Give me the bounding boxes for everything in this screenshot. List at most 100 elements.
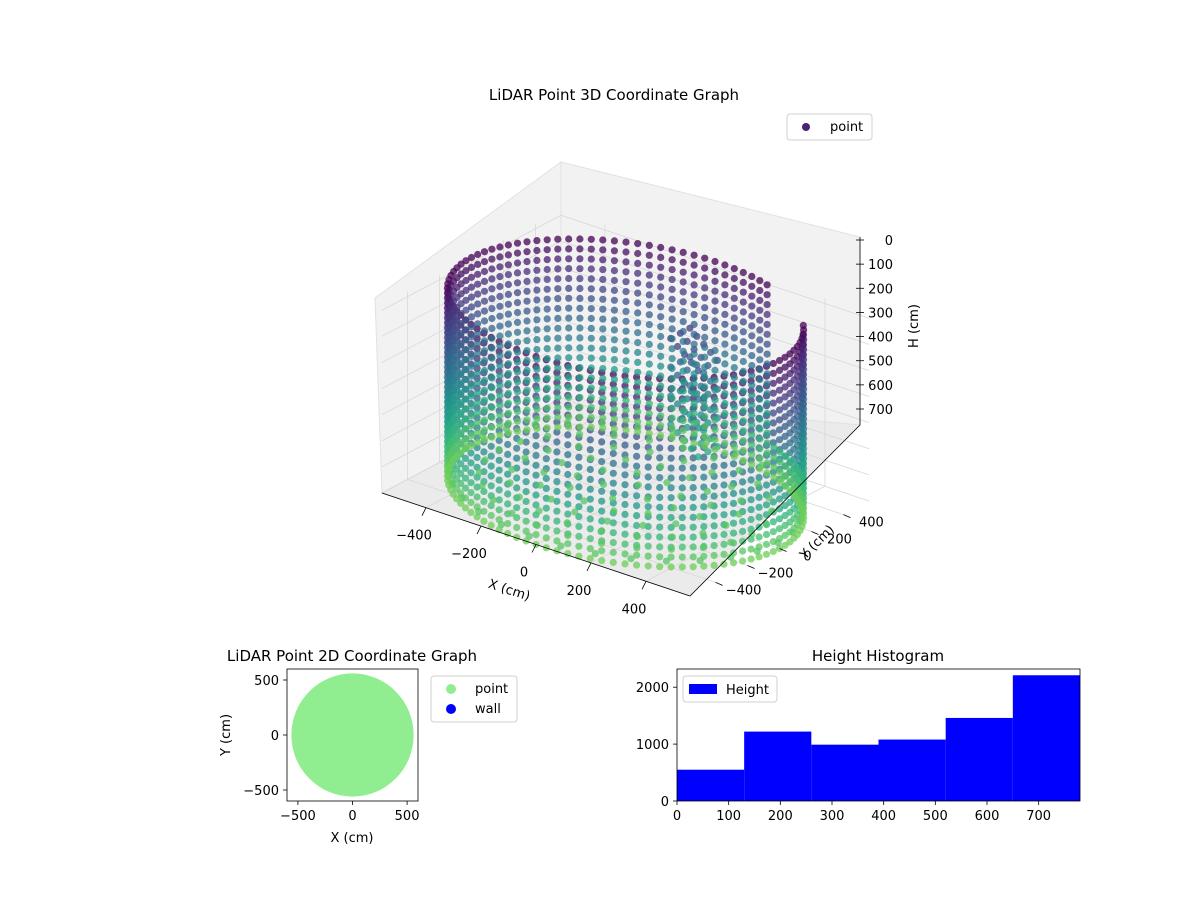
point-3d <box>495 456 503 464</box>
point-3d <box>513 474 521 482</box>
point-3d <box>678 533 686 542</box>
point-3d <box>480 366 489 375</box>
point-3d <box>679 327 687 336</box>
point-3d <box>564 540 572 548</box>
point-3d <box>701 403 709 411</box>
point-3d <box>656 523 664 531</box>
legend-2d-point-label: point <box>475 682 508 697</box>
point-3d <box>564 470 572 479</box>
point-3d <box>633 561 641 569</box>
point-3d <box>565 383 573 391</box>
point-3d <box>610 507 618 515</box>
point-3d <box>634 319 642 327</box>
point-3d <box>480 507 488 515</box>
point-3d <box>553 527 561 535</box>
point-3d <box>679 407 687 415</box>
point-3d <box>633 521 641 530</box>
point-3d <box>558 459 566 467</box>
point-3d <box>532 471 540 479</box>
point-3d <box>467 293 476 301</box>
point-3d <box>461 484 470 492</box>
point-3d <box>730 403 738 411</box>
point-3d <box>735 466 743 474</box>
point-3d <box>769 419 777 427</box>
point-3d <box>633 469 641 477</box>
point-3d <box>721 271 729 279</box>
point-3d <box>679 288 687 296</box>
point-3d <box>657 352 665 360</box>
point-3d <box>576 393 584 401</box>
point-3d <box>597 528 605 536</box>
point-3d <box>710 482 718 490</box>
point-3d <box>599 394 607 402</box>
point-3d <box>775 426 784 434</box>
point-3d <box>700 523 708 531</box>
point-3d <box>513 368 522 376</box>
point-3d <box>462 276 470 285</box>
point-3d <box>542 455 550 463</box>
point-3d <box>739 357 747 366</box>
point-3d <box>543 414 551 422</box>
point-3d <box>508 465 516 473</box>
point-3d <box>480 267 489 276</box>
point-3d <box>533 336 541 344</box>
point-3d <box>730 423 738 431</box>
point-3d <box>474 409 482 417</box>
point-3d <box>564 431 572 439</box>
y-tick-label-3d: −200 <box>758 566 794 581</box>
point-3d <box>467 498 475 507</box>
point-3d <box>504 310 512 318</box>
point-3d <box>762 530 771 539</box>
point-3d <box>523 376 531 384</box>
point-3d <box>710 492 718 500</box>
x-tick-3d <box>641 581 647 590</box>
point-3d <box>721 360 729 368</box>
point-3d <box>756 356 764 364</box>
point-3d <box>610 296 619 304</box>
point-3d <box>610 306 619 314</box>
point-3d <box>644 503 652 511</box>
legend-3d: point <box>786 113 873 141</box>
point-3d <box>622 377 630 385</box>
point-3d <box>480 248 489 256</box>
point-3d <box>565 354 573 362</box>
point-3d <box>586 475 594 483</box>
point-3d <box>467 263 476 271</box>
point-3d <box>622 278 630 286</box>
point-3d <box>700 463 708 471</box>
point-3d <box>756 375 764 384</box>
point-3d <box>678 474 686 482</box>
point-3d <box>564 490 572 498</box>
point-3d <box>480 258 489 266</box>
point-3d <box>668 246 676 254</box>
point-3d <box>462 356 470 364</box>
point-3d <box>622 396 630 404</box>
z-tick-label-3d: 100 <box>868 258 893 273</box>
point-3d <box>622 297 630 306</box>
point-3d <box>554 304 562 313</box>
histogram-bar <box>677 769 745 801</box>
point-3d <box>739 478 747 486</box>
point-3d <box>621 441 629 449</box>
point-3d <box>762 501 771 509</box>
point-3d <box>462 267 470 275</box>
point-3d <box>467 352 476 360</box>
point-3d <box>674 400 682 408</box>
point-3d <box>587 334 595 342</box>
point-3d <box>474 399 482 407</box>
point-3d <box>739 268 747 277</box>
point-3d <box>609 548 617 557</box>
point-3d <box>587 324 595 332</box>
point-3d <box>504 419 512 427</box>
point-3d <box>513 444 521 452</box>
point-3d <box>487 521 495 530</box>
point-3d <box>563 519 571 527</box>
point-3d <box>656 474 664 482</box>
point-3d <box>587 265 595 273</box>
point-3d <box>656 533 664 541</box>
point-3d <box>763 390 771 398</box>
point-3d <box>775 416 784 424</box>
point-3d <box>622 416 630 424</box>
point-3d <box>565 314 573 322</box>
point-3d <box>763 281 771 289</box>
